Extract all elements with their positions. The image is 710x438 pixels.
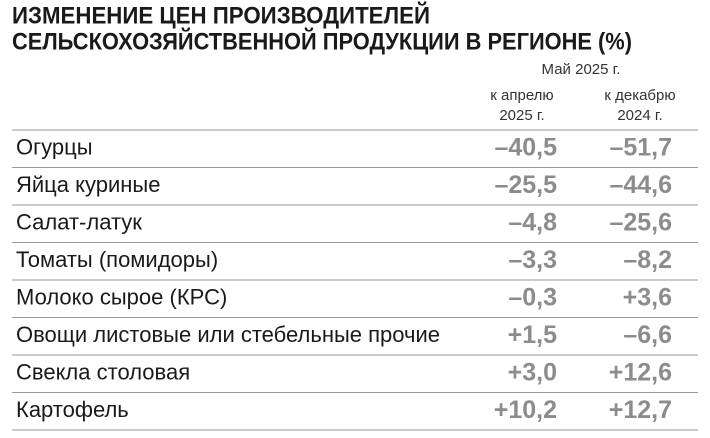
cell-value: –51,7 [609,133,672,161]
cell-value: +12,7 [609,396,672,424]
cell-value: –4,8 [508,208,557,236]
row-label: Яйца куриные [16,172,160,197]
cell-value: –0,3 [508,283,557,311]
row-label: Салат-латук [16,210,142,235]
row-label: Картофель [16,397,129,422]
row-label: Огурцы [16,135,93,160]
cell-value: –8,2 [623,246,672,274]
cell-value: –25,5 [494,171,557,199]
cell-value: –3,3 [508,246,557,274]
title: СЕЛЬСКОХОЗЯЙСТВЕННОЙ ПРОДУКЦИИ В РЕГИОНЕ… [12,27,632,55]
cell-value: +10,2 [494,396,557,424]
column-header: к декабрю [604,87,675,104]
cell-value: +3,6 [623,283,672,311]
row-label: Томаты (помидоры) [16,247,218,272]
row-label: Овощи листовые или стебельные прочие [16,322,440,347]
row-label: Свекла столовая [16,360,190,385]
cell-value: –44,6 [609,171,672,199]
column-header: 2025 г. [499,107,544,124]
cell-value: +3,0 [508,358,557,386]
column-header: 2024 г. [617,107,662,124]
cell-value: +12,6 [609,358,672,386]
column-header: к апрелю [490,87,553,104]
cell-value: +1,5 [508,321,557,349]
cell-value: –6,6 [623,321,672,349]
cell-value: –40,5 [494,133,557,161]
cell-value: –25,6 [609,208,672,236]
row-label: Молоко сырое (КРС) [16,285,227,310]
period-header: Май 2025 г. [542,61,621,78]
title: ИЗМЕНЕНИЕ ЦЕН ПРОИЗВОДИТЕЛЕЙ [12,1,430,29]
